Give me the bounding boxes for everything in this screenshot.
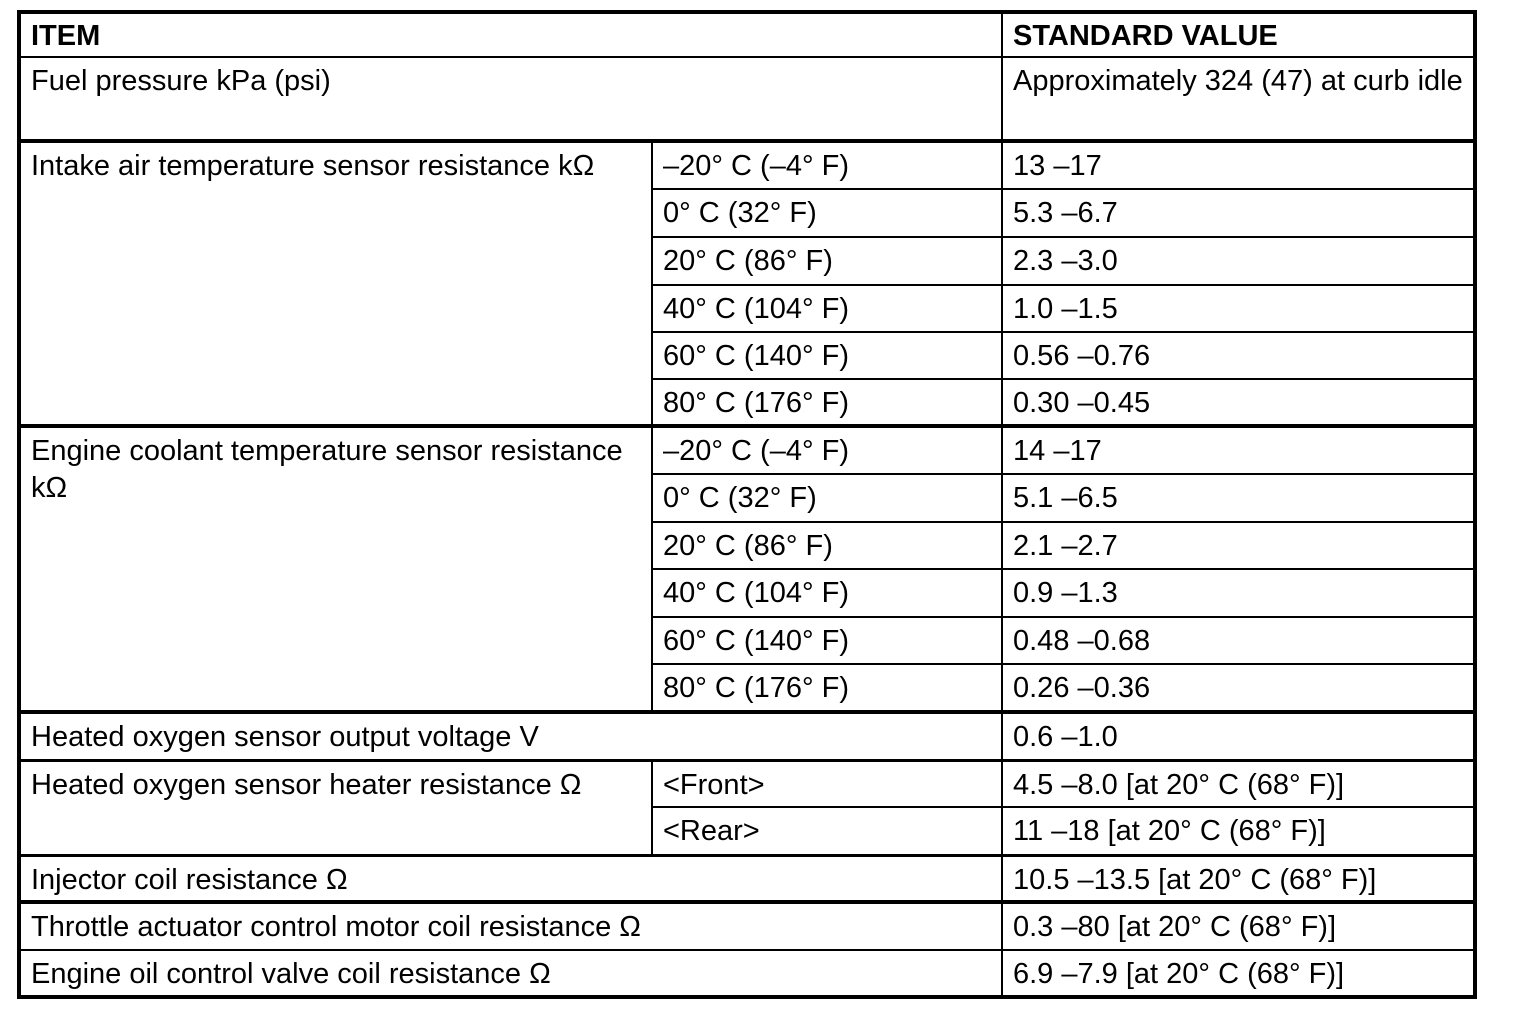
cell-engine-coolant-cond-1: 0° C (32° F) <box>651 473 1003 524</box>
cell-fuel-pressure-item: Fuel pressure kPa (psi) <box>18 56 1003 143</box>
table-row-o2-heater: Heated oxygen sensor heater resistance Ω… <box>18 758 1476 857</box>
table-row-intake-air: 0° C (32° F) 5.3 –6.7 <box>19 188 1476 239</box>
cell-intake-air-item: Intake air temperature sensor resistance… <box>18 139 653 428</box>
table-header-row: ITEM STANDARD VALUE <box>18 10 1476 59</box>
table-row-engine-coolant: 0° C (32° F) 5.1 –6.5 <box>19 473 1476 524</box>
cell-o2-heater-cond-1: <Rear> <box>651 806 1003 857</box>
cell-o2-heater-value-0: 4.5 –8.0 [at 20° C (68° F)] <box>1001 758 1476 809</box>
cell-engine-coolant-value-2: 2.1 –2.7 <box>1001 521 1476 571</box>
cell-o2-heater-cond-0: <Front> <box>651 758 1003 809</box>
cell-engine-coolant-value-5: 0.26 –0.36 <box>1001 663 1476 714</box>
table-row-engine-coolant: 40° C (104° F) 0.9 –1.3 <box>19 568 1476 619</box>
cell-engine-coolant-cond-2: 20° C (86° F) <box>651 521 1003 571</box>
table-row-intake-air: 80° C (176° F) 0.30 –0.45 <box>19 378 1476 428</box>
cell-engine-coolant-value-0: 14 –17 <box>1001 424 1476 476</box>
cell-oil-valve-value: 6.9 –7.9 [at 20° C (68° F)] <box>1001 949 1476 998</box>
cell-engine-coolant-cond-5: 80° C (176° F) <box>651 663 1003 714</box>
column-header-item: ITEM <box>18 10 1003 59</box>
table-row-o2-output: Heated oxygen sensor output voltage V 0.… <box>18 710 1476 762</box>
cell-engine-coolant-cond-3: 40° C (104° F) <box>651 568 1003 619</box>
table-row-throttle: Throttle actuator control motor coil res… <box>18 900 1476 952</box>
cell-intake-air-cond-0: –20° C (–4° F) <box>651 139 1003 191</box>
cell-throttle-value: 0.3 –80 [at 20° C (68° F)] <box>1001 900 1476 952</box>
cell-engine-coolant-value-1: 5.1 –6.5 <box>1001 473 1476 524</box>
table-row-intake-air: 60° C (140° F) 0.56 –0.76 <box>19 331 1476 381</box>
cell-intake-air-value-1: 5.3 –6.7 <box>1001 188 1476 239</box>
table-row-engine-coolant: 80° C (176° F) 0.26 –0.36 <box>19 663 1476 714</box>
cell-intake-air-cond-3: 40° C (104° F) <box>651 284 1003 334</box>
table-row-intake-air: 40° C (104° F) 1.0 –1.5 <box>19 284 1476 334</box>
table-row-injector: Injector coil resistance Ω 10.5 –13.5 [a… <box>18 853 1476 904</box>
cell-oil-valve-item: Engine oil control valve coil resistance… <box>18 949 1003 998</box>
standard-value-table: ITEM STANDARD VALUE Fuel pressure kPa (p… <box>17 10 1477 999</box>
cell-engine-coolant-cond-4: 60° C (140° F) <box>651 616 1003 666</box>
cell-o2-output-item: Heated oxygen sensor output voltage V <box>18 710 1003 762</box>
table-row-o2-heater: <Rear> 11 –18 [at 20° C (68° F)] <box>19 806 1476 857</box>
table-row-intake-air: 20° C (86° F) 2.3 –3.0 <box>19 236 1476 287</box>
cell-intake-air-value-4: 0.56 –0.76 <box>1001 331 1476 381</box>
cell-engine-coolant-item: Engine coolant temperature sensor resist… <box>18 424 653 714</box>
cell-engine-coolant-value-4: 0.48 –0.68 <box>1001 616 1476 666</box>
cell-o2-output-value: 0.6 –1.0 <box>1001 710 1476 762</box>
cell-throttle-item: Throttle actuator control motor coil res… <box>18 900 1003 952</box>
cell-intake-air-cond-2: 20° C (86° F) <box>651 236 1003 287</box>
cell-injector-item: Injector coil resistance Ω <box>18 853 1003 904</box>
column-header-standard-value: STANDARD VALUE <box>1001 10 1476 59</box>
cell-intake-air-cond-5: 80° C (176° F) <box>651 378 1003 428</box>
cell-intake-air-cond-4: 60° C (140° F) <box>651 331 1003 381</box>
table-row-fuel-pressure: Fuel pressure kPa (psi) Approximately 32… <box>18 56 1476 143</box>
table-row-intake-air: Intake air temperature sensor resistance… <box>18 139 1476 428</box>
cell-engine-coolant-value-3: 0.9 –1.3 <box>1001 568 1476 619</box>
table-row-engine-coolant: 20° C (86° F) 2.1 –2.7 <box>19 521 1476 571</box>
cell-fuel-pressure-value: Approximately 324 (47) at curb idle <box>1001 56 1476 143</box>
cell-intake-air-cond-1: 0° C (32° F) <box>651 188 1003 239</box>
cell-o2-heater-value-1: 11 –18 [at 20° C (68° F)] <box>1001 806 1476 857</box>
cell-intake-air-value-2: 2.3 –3.0 <box>1001 236 1476 287</box>
table-row-engine-coolant: 60° C (140° F) 0.48 –0.68 <box>19 616 1476 666</box>
cell-injector-value: 10.5 –13.5 [at 20° C (68° F)] <box>1001 853 1476 904</box>
cell-intake-air-value-5: 0.30 –0.45 <box>1001 378 1476 428</box>
table-row-engine-coolant: Engine coolant temperature sensor resist… <box>18 424 1476 714</box>
cell-o2-heater-item: Heated oxygen sensor heater resistance Ω <box>18 758 653 857</box>
cell-intake-air-value-3: 1.0 –1.5 <box>1001 284 1476 334</box>
table-row-oil-valve: Engine oil control valve coil resistance… <box>18 949 1476 998</box>
cell-engine-coolant-cond-0: –20° C (–4° F) <box>651 424 1003 476</box>
cell-intake-air-value-0: 13 –17 <box>1001 139 1476 191</box>
